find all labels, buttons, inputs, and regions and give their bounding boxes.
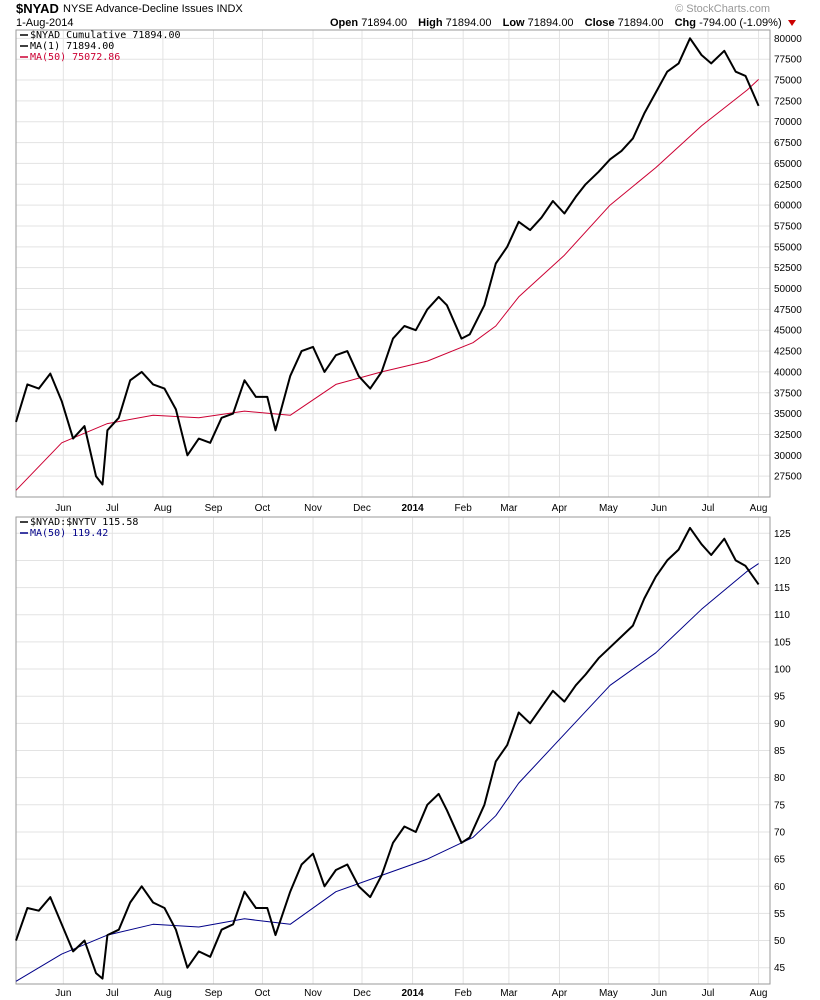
date-label: 1-Aug-2014 — [16, 17, 74, 29]
x-tick-label: Aug — [154, 988, 172, 999]
y-tick-label: 32500 — [774, 430, 802, 441]
down-triangle-icon — [787, 20, 796, 27]
y-tick-label: 60 — [774, 882, 786, 893]
y-tick-label: 80 — [774, 773, 786, 784]
chg-label: Chg — [674, 17, 696, 29]
x-tick-label: Jun — [55, 503, 71, 514]
low-label: Low — [502, 17, 525, 29]
x-tick-label: Mar — [500, 988, 518, 999]
y-tick-label: 85 — [774, 746, 786, 757]
x-tick-label: Apr — [552, 988, 568, 999]
y-tick-label: 120 — [774, 556, 791, 567]
y-tick-label: 55000 — [774, 242, 802, 253]
y-tick-label: 30000 — [774, 451, 802, 462]
y-tick-label: 50 — [774, 936, 786, 947]
series-line — [15, 79, 759, 491]
chart-header-ohlc: 1-Aug-2014 Open 71894.00 High 71894.00 L… — [0, 17, 820, 31]
x-tick-label: Mar — [500, 503, 518, 514]
series-line — [15, 37, 760, 486]
y-tick-label: 60000 — [774, 201, 802, 212]
y-tick-label: 55 — [774, 909, 786, 920]
x-tick-label: Oct — [255, 988, 271, 999]
y-tick-label: 75 — [774, 800, 786, 811]
plot-frame — [15, 516, 771, 985]
low-value: 71894.00 — [527, 17, 574, 29]
y-tick-label: 45000 — [774, 326, 802, 337]
y-tick-label: 95 — [774, 692, 786, 703]
y-tick-label: 90 — [774, 719, 786, 730]
legend-entry: MA(1) 71894.00 — [30, 41, 114, 52]
y-tick-label: 75000 — [774, 76, 802, 87]
legend-entry: MA(50) 119.42 — [30, 528, 108, 539]
x-tick-label: Sep — [205, 503, 223, 514]
chart-header-top: $NYAD NYSE Advance-Decline Issues INDX ©… — [0, 1, 820, 18]
y-tick-label: 67500 — [774, 138, 802, 149]
x-tick-label: Nov — [304, 988, 322, 999]
y-tick-label: 100 — [774, 665, 791, 676]
open-label: Open — [330, 17, 359, 29]
x-tick-label: Jun — [651, 503, 667, 514]
y-tick-label: 65 — [774, 855, 786, 866]
y-tick-label: 115 — [774, 583, 790, 594]
y-tick-label: 37500 — [774, 388, 802, 399]
y-tick-label: 35000 — [774, 409, 802, 420]
x-tick-label: Jul — [702, 988, 715, 999]
x-tick-label: May — [599, 503, 618, 514]
y-tick-label: 47500 — [774, 305, 802, 316]
x-tick-label: Aug — [750, 503, 768, 514]
x-tick-label: Feb — [455, 503, 473, 514]
open-value: 71894.00 — [361, 17, 408, 29]
x-tick-label: Jun — [651, 988, 667, 999]
y-tick-label: 40000 — [774, 367, 802, 378]
y-tick-label: 42500 — [774, 347, 802, 358]
y-tick-label: 62500 — [774, 180, 802, 191]
x-tick-label: Sep — [205, 988, 223, 999]
x-tick-label: 2014 — [401, 503, 424, 514]
y-tick-label: 70000 — [774, 117, 802, 128]
x-tick-label: Jul — [702, 503, 715, 514]
y-tick-label: 70 — [774, 827, 786, 838]
ohlc-readout: Open 71894.00 High 71894.00 Low 71894.00… — [330, 17, 796, 29]
x-tick-label: 2014 — [401, 988, 424, 999]
y-tick-label: 52500 — [774, 263, 802, 274]
y-tick-label: 45 — [774, 963, 786, 974]
x-tick-label: Oct — [255, 503, 271, 514]
chg-value: -794.00 (-1.09%) — [699, 17, 782, 29]
y-tick-label: 50000 — [774, 284, 802, 295]
x-tick-label: Nov — [304, 503, 322, 514]
close-value: 71894.00 — [617, 17, 664, 29]
x-tick-label: Dec — [353, 503, 371, 514]
y-tick-label: 65000 — [774, 159, 802, 170]
x-tick-label: Feb — [455, 988, 473, 999]
y-tick-label: 77500 — [774, 55, 802, 66]
x-tick-label: Aug — [154, 503, 172, 514]
y-tick-label: 57500 — [774, 221, 802, 232]
y-tick-label: 105 — [774, 637, 791, 648]
y-tick-label: 72500 — [774, 96, 802, 107]
x-tick-label: Apr — [552, 503, 568, 514]
close-label: Close — [584, 17, 615, 29]
high-value: 71894.00 — [445, 17, 492, 29]
y-tick-label: 27500 — [774, 472, 802, 483]
x-tick-label: Jul — [106, 503, 119, 514]
y-tick-label: 110 — [774, 610, 790, 621]
x-tick-label: Jul — [106, 988, 119, 999]
x-tick-label: May — [599, 988, 618, 999]
series-line — [15, 526, 760, 980]
legend-entry: $NYAD:$NYTV 115.58 — [30, 517, 138, 528]
y-tick-label: 125 — [774, 529, 791, 540]
x-tick-label: Aug — [750, 988, 768, 999]
series-line — [15, 563, 759, 982]
x-tick-label: Dec — [353, 988, 371, 999]
y-tick-label: 80000 — [774, 34, 802, 45]
description-label: NYSE Advance-Decline Issues INDX — [63, 3, 243, 15]
plot-frame — [15, 29, 771, 498]
symbol-label: $NYAD — [16, 1, 59, 16]
legend-entry: MA(50) 75072.86 — [30, 52, 120, 63]
legend-entry: $NYAD Cumulative 71894.00 — [30, 30, 181, 41]
high-label: High — [418, 17, 443, 29]
x-tick-label: Jun — [55, 988, 71, 999]
brand-label[interactable]: © StockCharts.com — [675, 3, 770, 15]
